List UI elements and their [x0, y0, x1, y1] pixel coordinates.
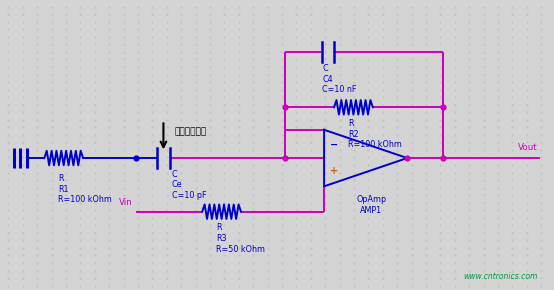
- Text: OpAmp
AMP1: OpAmp AMP1: [356, 195, 386, 215]
- Text: +: +: [330, 166, 338, 176]
- Text: −: −: [330, 140, 338, 150]
- Text: R
R2
R=100 kOhm: R R2 R=100 kOhm: [348, 119, 402, 149]
- Text: R
R1
R=100 kOhm: R R1 R=100 kOhm: [58, 174, 112, 204]
- Text: 引腳分布電容: 引腳分布電容: [175, 127, 207, 137]
- Text: www.cntronics.com: www.cntronics.com: [463, 272, 537, 281]
- Text: C
C4
C=10 nF: C C4 C=10 nF: [322, 64, 357, 94]
- Text: C
Ce
C=10 pF: C Ce C=10 pF: [172, 170, 206, 200]
- Text: Vout: Vout: [518, 143, 537, 152]
- Text: R
R3
R=50 kOhm: R R3 R=50 kOhm: [216, 223, 265, 254]
- Text: Vin: Vin: [119, 198, 133, 207]
